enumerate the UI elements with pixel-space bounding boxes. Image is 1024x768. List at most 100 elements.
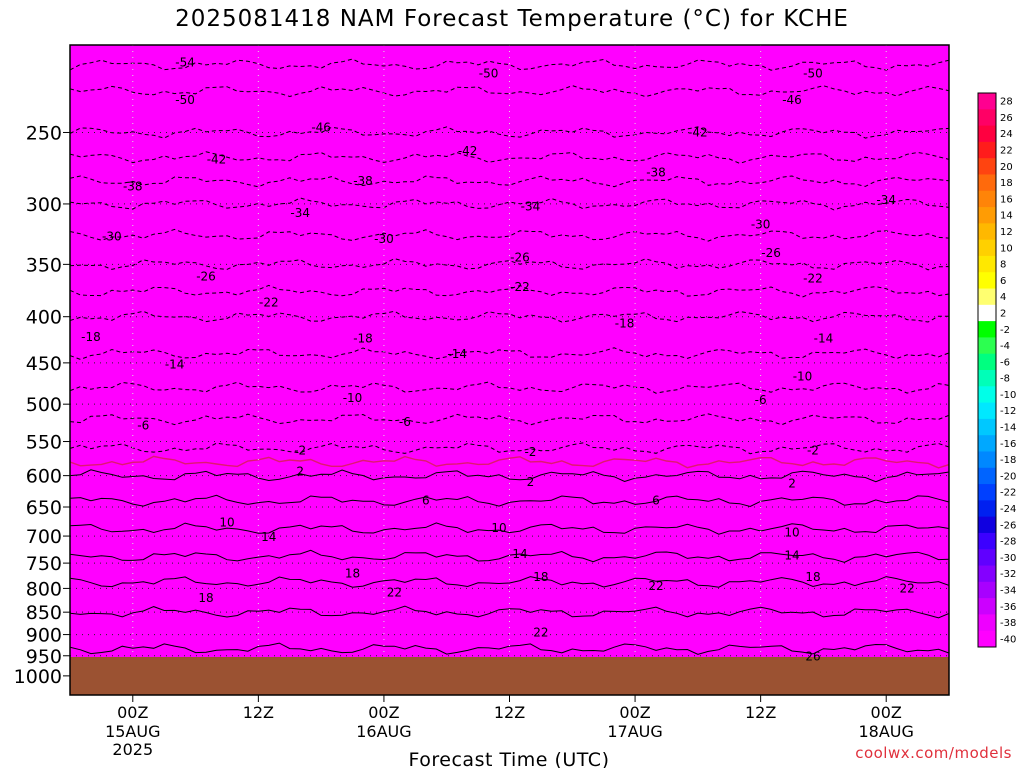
colorbar-swatch	[978, 174, 996, 192]
y-tick-label: 550	[26, 432, 62, 454]
y-tick-label: 650	[26, 497, 62, 519]
y-tick-label: 750	[26, 553, 62, 575]
contour-label: -18	[615, 317, 635, 331]
colorbar-label: -36	[1000, 602, 1016, 613]
colorbar-label: 18	[1000, 178, 1013, 189]
chart-title: 2025081418 NAM Forecast Temperature (°C)…	[175, 6, 849, 32]
colorbar-label: -24	[1000, 504, 1016, 515]
colorbar-swatch	[978, 93, 996, 110]
colorbar-swatch	[978, 207, 996, 224]
contour-label: 14	[512, 547, 527, 561]
x-tick-date-label: 16AUG	[356, 722, 411, 741]
contour-label: 2	[788, 476, 796, 490]
colorbar-swatch	[978, 418, 996, 436]
x-axis-label: Forecast Time (UTC)	[409, 749, 610, 768]
contour-label: -2	[294, 444, 306, 458]
x-tick-label: 00Z	[117, 703, 148, 722]
y-tick-label: 700	[26, 526, 62, 548]
contour-label: 10	[784, 526, 799, 540]
colorbar-label: -22	[1000, 488, 1016, 499]
contour-label: 10	[219, 515, 234, 529]
y-tick-label: 800	[26, 578, 62, 600]
contour-label: 22	[648, 579, 663, 593]
contour-label: 18	[198, 591, 213, 605]
contour-label: -42	[207, 153, 227, 167]
colorbar-swatch	[978, 255, 996, 273]
colorbar-label: -38	[1000, 618, 1016, 629]
watermark-link[interactable]: coolwx.com/models	[855, 744, 1012, 762]
contour-label: -34	[876, 193, 896, 207]
colorbar-label: -40	[1000, 634, 1016, 645]
colorbar-swatch	[978, 630, 996, 648]
colorbar-swatch	[978, 239, 996, 257]
colorbar-swatch	[978, 223, 996, 241]
colorbar-label: -14	[1000, 423, 1016, 434]
colorbar-swatch	[978, 598, 996, 615]
contour-label: 26	[805, 650, 820, 664]
contour-18	[70, 576, 949, 588]
colorbar-frame	[977, 92, 997, 648]
colorbar-label: -2	[1000, 325, 1010, 336]
colorbar-swatch	[978, 304, 996, 322]
colorbar-label: 8	[1000, 260, 1006, 271]
y-tick-label: 450	[26, 353, 62, 375]
x-tick-label: 12Z	[494, 703, 525, 722]
contour-label: 2	[296, 465, 304, 479]
colorbar-label: 24	[1000, 129, 1013, 140]
contour-6	[70, 494, 949, 508]
contour-label: -30	[751, 217, 771, 231]
contour-label: -50	[803, 66, 823, 80]
contour--26	[70, 258, 949, 271]
y-axis: 2503003504004505005506006507007508008509…	[14, 122, 70, 688]
colorbar-swatch	[978, 370, 996, 387]
x-tick-label: 12Z	[745, 703, 776, 722]
contour-label: -54	[175, 55, 195, 69]
colorbar-swatch	[978, 402, 996, 420]
contour-label: 10	[491, 521, 506, 535]
colorbar-label: -32	[1000, 569, 1016, 580]
colorbar-swatch	[978, 337, 996, 355]
colorbar-label: 26	[1000, 113, 1013, 124]
ground-below-surface	[70, 657, 949, 695]
contour--34	[70, 197, 949, 211]
colorbar-swatch	[978, 435, 996, 452]
colorbar-label: 22	[1000, 146, 1013, 157]
contour-label: -26	[510, 251, 530, 265]
colorbar-swatch	[978, 451, 996, 469]
contour-label: 6	[422, 493, 430, 507]
colorbar-label: -8	[1000, 374, 1010, 385]
x-tick-date-label: 2025	[112, 740, 153, 759]
contour-label: 18	[345, 566, 360, 580]
x-tick-label: 12Z	[243, 703, 274, 722]
colorbar-swatch	[978, 549, 996, 567]
colorbar-swatch	[978, 516, 996, 534]
colorbar-label: -28	[1000, 537, 1016, 548]
colorbar-swatch	[978, 125, 996, 143]
contour--30	[70, 228, 949, 242]
contour-label: -2	[524, 445, 536, 459]
contour-label: -30	[374, 232, 394, 246]
contour-labels: -54-50 -50-50 -46-46-42-42-42-38-38-38-34-…	[81, 55, 915, 663]
y-tick-label: 500	[26, 394, 62, 416]
contour-label: 14	[784, 549, 799, 563]
contour-label: -38	[353, 174, 373, 188]
colorbar-label: 14	[1000, 211, 1013, 222]
colorbar-label: 4	[1000, 292, 1006, 303]
colorbar-swatch	[978, 141, 996, 159]
contour-label: -18	[353, 332, 373, 346]
colorbar-legend: 28 26 24 22 20 18 16 14 12 10 8 6 4 2 -2 -4 -6 -8 -10 -12 -1…	[977, 92, 1016, 648]
colorbar-label: -6	[1000, 357, 1010, 368]
contour--54	[70, 58, 949, 71]
x-tick-label: 00Z	[368, 703, 399, 722]
colorbar-swatch	[978, 158, 996, 175]
contour-26	[70, 642, 949, 655]
contour-label: 22	[533, 625, 548, 639]
contour-label: 2	[527, 475, 535, 489]
contour-label: -38	[646, 166, 666, 180]
contour-label: 6	[652, 493, 660, 507]
contour-label: 22	[387, 585, 402, 599]
colorbar-label: 28	[1000, 97, 1013, 108]
colorbar-label: -10	[1000, 390, 1016, 401]
